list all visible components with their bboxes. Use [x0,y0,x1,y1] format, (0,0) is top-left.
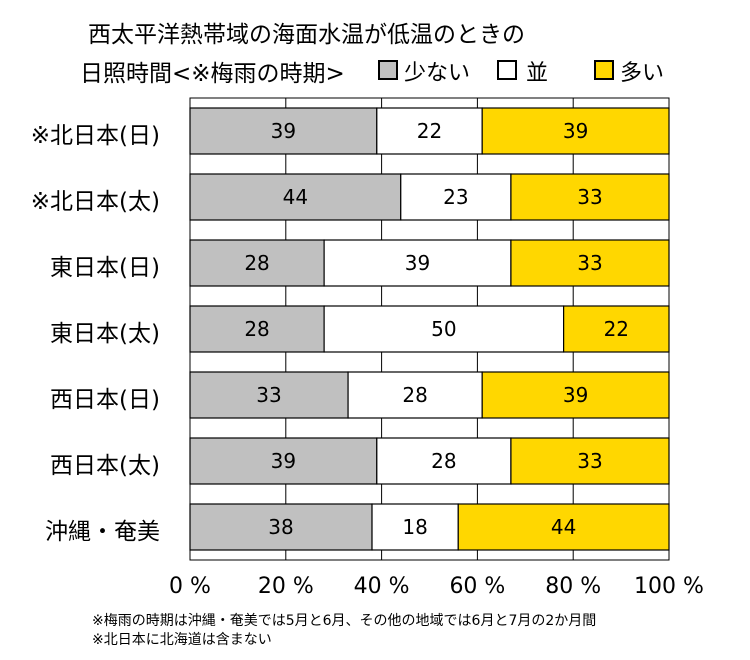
x-tick-label: 0 % [169,574,211,599]
data-label: 39 [563,119,588,143]
category-label: 東日本(太) [50,321,160,347]
x-tick-label: 100 % [634,574,704,599]
legend-swatch-many [594,60,614,80]
x-tick-label: 80 % [545,574,602,599]
data-label: 44 [551,515,576,539]
category-label: 西日本(日) [50,387,160,413]
bar-segment [481,107,670,155]
footnote-rainy-season: ※梅雨の時期は沖縄・奄美では5月と6月、その他の地域では6月と7月の2か月間 [92,613,597,629]
category-label: 東日本(日) [50,255,160,281]
bar-segment [189,503,373,551]
bar-segment [376,107,483,155]
bar-segment [189,107,378,155]
bar-segment [189,437,378,485]
category-label: 沖縄・奄美 [45,519,160,545]
data-label: 33 [577,185,602,209]
bar-segment [457,503,670,551]
legend-label-few: 少ない [404,61,471,86]
legend-swatch-normal [497,60,517,80]
data-label: 50 [431,317,456,341]
data-label: 33 [256,383,281,407]
bar-segment [347,371,483,419]
legend-label-many: 多い [620,61,665,86]
data-label: 23 [443,185,468,209]
bar-segment [510,239,670,287]
bar-segment [189,239,325,287]
data-label: 38 [268,515,293,539]
bar-segment [563,305,670,353]
bar-segment [400,173,512,221]
data-label: 28 [431,449,456,473]
footnote-north-japan: ※北日本に北海道は含まない [92,632,272,648]
data-label: 39 [271,449,296,473]
x-tick-label: 40 % [353,574,410,599]
bar-segment [376,437,512,485]
x-tick-label: 60 % [449,574,506,599]
bar-segment [371,503,459,551]
chart-title-line1: 西太平洋熱帯域の海面水温が低温のときの [88,22,525,48]
data-label: 28 [402,383,427,407]
data-label: 28 [244,251,269,275]
data-label: 28 [244,317,269,341]
bar-segment [510,437,670,485]
data-label: 44 [283,185,308,209]
bar-segment [323,305,565,353]
category-label: 西日本(太) [50,453,160,479]
data-label: 33 [577,251,602,275]
data-label: 22 [417,119,442,143]
data-label: 39 [563,383,588,407]
data-label: 18 [402,515,427,539]
bar-segment [481,371,670,419]
category-label: ※北日本(太) [30,189,160,215]
data-label: 39 [405,251,430,275]
legend-label-normal: 並 [526,61,549,86]
chart-title-line2: 日照時間<※梅雨の時期> [80,61,345,87]
bar-segment [510,173,670,221]
data-label: 33 [577,449,602,473]
bar-segment [189,173,402,221]
x-tick-label: 20 % [257,574,314,599]
bar-segment [323,239,512,287]
data-label: 22 [604,317,629,341]
legend-swatch-few [378,60,398,80]
data-label: 39 [271,119,296,143]
category-label: ※北日本(日) [30,123,160,149]
